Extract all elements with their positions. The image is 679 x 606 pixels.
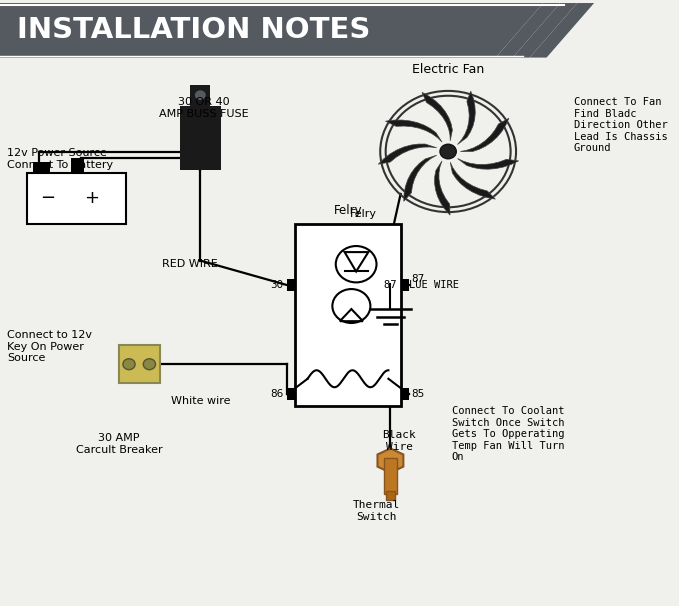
Text: 30 OR 40
AMP BUSS FUSE: 30 OR 40 AMP BUSS FUSE bbox=[159, 97, 249, 119]
Text: 87 BLUE WIRE: 87 BLUE WIRE bbox=[384, 280, 458, 290]
Circle shape bbox=[440, 144, 456, 159]
Text: 85: 85 bbox=[411, 389, 425, 399]
Text: Thermal
Switch: Thermal Switch bbox=[353, 500, 401, 522]
Text: 30: 30 bbox=[270, 280, 283, 290]
Text: +: + bbox=[84, 190, 99, 207]
Text: Connect To Fan
Find Bladc
Direction Other
Lead Is Chassis
Ground: Connect To Fan Find Bladc Direction Othe… bbox=[574, 97, 667, 153]
Bar bbox=[33, 162, 50, 173]
Polygon shape bbox=[496, 3, 560, 58]
Text: Connect To Coolant
Switch Once Switch
Gets To Opperating
Temp Fan Will Turn
On: Connect To Coolant Switch Once Switch Ge… bbox=[452, 406, 564, 462]
Circle shape bbox=[143, 359, 155, 370]
Text: INSTALLATION NOTES: INSTALLATION NOTES bbox=[17, 16, 370, 44]
Bar bbox=[287, 279, 295, 291]
Text: Felry: Felry bbox=[350, 209, 377, 219]
Polygon shape bbox=[513, 3, 577, 58]
FancyBboxPatch shape bbox=[180, 106, 221, 170]
Text: White wire: White wire bbox=[170, 396, 230, 406]
Polygon shape bbox=[378, 144, 437, 164]
Polygon shape bbox=[458, 159, 519, 169]
FancyBboxPatch shape bbox=[27, 173, 126, 224]
Text: −: − bbox=[40, 190, 55, 207]
Polygon shape bbox=[0, 3, 543, 58]
Polygon shape bbox=[530, 3, 594, 58]
Polygon shape bbox=[404, 155, 437, 201]
Polygon shape bbox=[450, 162, 496, 199]
Polygon shape bbox=[458, 91, 475, 144]
Circle shape bbox=[123, 359, 135, 370]
Text: Connect to 12v
Key On Power
Source: Connect to 12v Key On Power Source bbox=[7, 330, 92, 364]
Text: Electric Fan: Electric Fan bbox=[412, 63, 484, 76]
Bar bbox=[71, 158, 84, 173]
Bar bbox=[401, 279, 409, 291]
Circle shape bbox=[195, 90, 206, 100]
FancyBboxPatch shape bbox=[386, 491, 395, 500]
FancyBboxPatch shape bbox=[295, 224, 401, 406]
Polygon shape bbox=[386, 120, 442, 142]
FancyBboxPatch shape bbox=[119, 345, 160, 383]
FancyBboxPatch shape bbox=[384, 458, 397, 494]
Text: 87: 87 bbox=[411, 274, 425, 284]
Polygon shape bbox=[460, 118, 509, 152]
Polygon shape bbox=[435, 161, 450, 215]
Text: RED WIRE: RED WIRE bbox=[162, 259, 218, 268]
Bar bbox=[190, 85, 210, 106]
Polygon shape bbox=[422, 92, 452, 141]
Text: 86: 86 bbox=[270, 389, 283, 399]
Bar bbox=[401, 388, 409, 400]
Bar bbox=[287, 388, 295, 400]
Text: Felry: Felry bbox=[333, 204, 363, 217]
Text: 12v Power Source
Connect To Battery: 12v Power Source Connect To Battery bbox=[7, 148, 113, 170]
Text: Black
Wire: Black Wire bbox=[382, 430, 416, 452]
Polygon shape bbox=[378, 448, 403, 473]
Text: 30 AMP
Carcult Breaker: 30 AMP Carcult Breaker bbox=[75, 433, 162, 455]
